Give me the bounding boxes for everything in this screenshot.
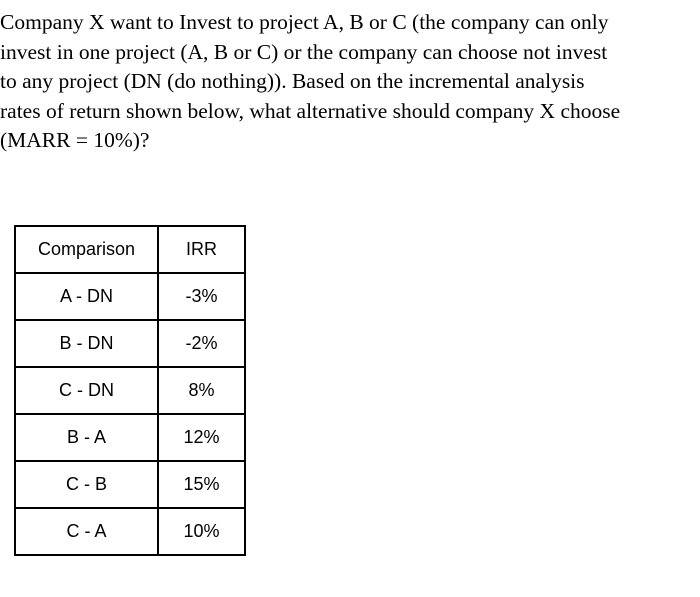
- question-line: (MARR = 10%)?: [0, 128, 150, 152]
- question-text: Company X want to Invest to project A, B…: [0, 8, 700, 156]
- header-irr: IRR: [157, 225, 246, 274]
- irr-cell: 12%: [157, 413, 246, 462]
- question-line: invest in one project (A, B or C) or the…: [0, 39, 608, 64]
- irr-cell: 8%: [157, 366, 246, 415]
- irr-cell: 15%: [157, 460, 246, 509]
- comparison-cell: C - DN: [14, 366, 159, 415]
- question-line: rates of return shown below, what altern…: [0, 98, 621, 123]
- table-row: B - A 12%: [14, 413, 246, 462]
- table-row: C - A 10%: [14, 507, 246, 556]
- irr-cell: -3%: [157, 272, 246, 321]
- comparison-cell: B - DN: [14, 319, 159, 368]
- irr-cell: 10%: [157, 507, 246, 556]
- question-line: Company X want to Invest to project A, B…: [0, 10, 609, 34]
- comparison-cell: C - B: [14, 460, 159, 509]
- header-comparison: Comparison: [14, 225, 159, 274]
- irr-cell: -2%: [157, 319, 246, 368]
- table-row: C - B 15%: [14, 460, 246, 509]
- irr-comparison-table: Comparison IRR A - DN -3% B - DN -2% C -…: [14, 225, 246, 556]
- comparison-cell: C - A: [14, 507, 159, 556]
- table-row: A - DN -3%: [14, 272, 246, 321]
- table-row: B - DN -2%: [14, 319, 246, 368]
- comparison-cell: B - A: [14, 413, 159, 462]
- table-header-row: Comparison IRR: [14, 225, 246, 274]
- comparison-cell: A - DN: [14, 272, 159, 321]
- question-line: to any project (DN (do nothing)). Based …: [0, 69, 585, 93]
- table-row: C - DN 8%: [14, 366, 246, 415]
